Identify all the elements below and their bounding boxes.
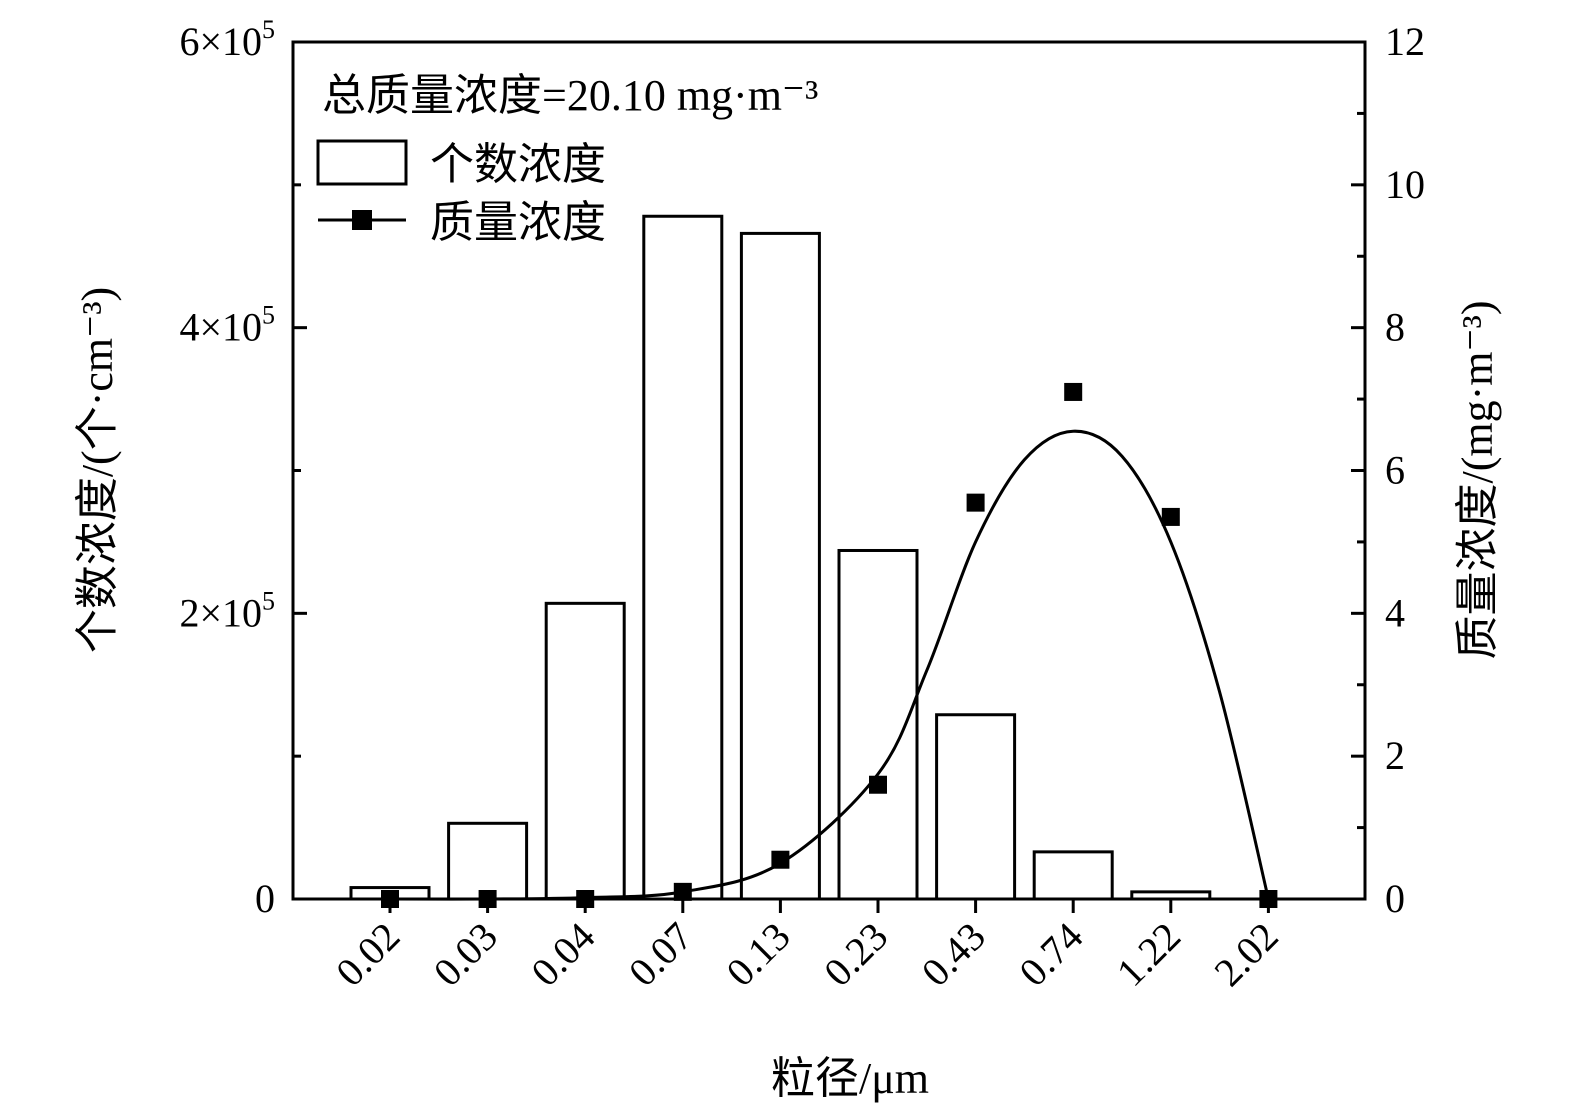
x-tick-label-0.43: 0.43	[913, 914, 994, 995]
legend-bar-label: 个数浓度	[430, 140, 606, 189]
right-tick-label-12: 12	[1385, 19, 1425, 64]
left-tick-label-400000: 4×105	[179, 301, 275, 350]
bar-0.03	[447, 821, 529, 901]
ticks-layer	[293, 40, 1365, 913]
right-tick-label-0: 0	[1385, 876, 1405, 921]
x-tick-label-0.03: 0.03	[425, 914, 506, 995]
left-tick-label-600000: 6×105	[179, 15, 275, 64]
bars-layer	[349, 214, 1212, 901]
x-axis-title: 粒径/μm	[771, 1054, 929, 1103]
x-tick-label-0.23: 0.23	[815, 914, 896, 995]
bar-0.04	[544, 601, 626, 901]
points-layer	[381, 382, 1278, 908]
left-tick-label-200000: 2×105	[179, 586, 275, 635]
right-tick-label-6: 6	[1385, 448, 1405, 493]
x-tick-label-1.22: 1.22	[1108, 914, 1189, 995]
mass-point-1.22	[1161, 507, 1180, 526]
bar-0.07	[642, 214, 724, 901]
mass-point-0.43	[966, 493, 985, 512]
bar-0.74	[1032, 850, 1114, 901]
bar-0.13	[739, 231, 821, 901]
bar-0.43	[935, 713, 1017, 901]
x-tick-label-0.74: 0.74	[1010, 914, 1091, 995]
mass-point-0.74	[1064, 382, 1083, 401]
legend-bar-swatch	[316, 139, 408, 186]
right-tick-label-4: 4	[1385, 590, 1405, 635]
left-y-axis-title: 个数浓度/(个·cm⁻³)	[73, 287, 122, 653]
mass-point-0.13	[771, 850, 790, 869]
right-tick-label-10: 10	[1385, 162, 1425, 207]
total-mass-annotation: 总质量浓度=20.10 mg·m⁻³	[322, 71, 818, 120]
x-tick-label-0.04: 0.04	[522, 914, 603, 995]
mass-point-0.07	[673, 882, 692, 901]
x-tick-label-2.02: 2.02	[1205, 914, 1286, 995]
right-tick-label-2: 2	[1385, 733, 1405, 778]
mass-point-0.23	[869, 775, 887, 794]
x-tick-label-0.02: 0.02	[327, 914, 408, 995]
legend-marker-swatch	[352, 210, 372, 230]
x-tick-label-0.13: 0.13	[717, 914, 798, 995]
right-tick-label-8: 8	[1385, 305, 1405, 350]
left-tick-label-0: 0	[255, 876, 275, 921]
legend-line-label: 质量浓度	[430, 198, 606, 247]
mass-fit-curve	[389, 429, 1270, 901]
x-tick-label-0.07: 0.07	[620, 914, 701, 995]
right-y-axis-title: 质量浓度/(mg·m⁻³)	[1453, 300, 1502, 659]
